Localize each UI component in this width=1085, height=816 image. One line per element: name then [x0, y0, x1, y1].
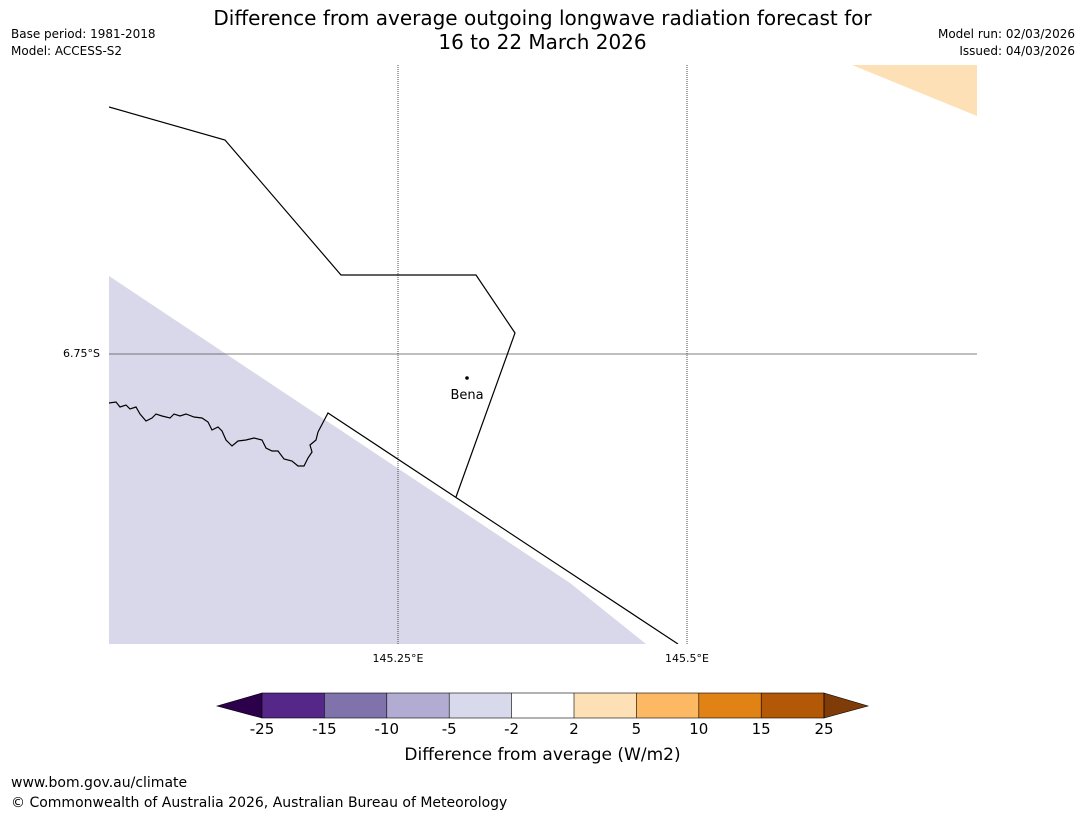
colorbar-bin-5	[511, 693, 574, 718]
model-name: Model: ACCESS-S2	[11, 44, 123, 58]
colorbar-tick: 25	[814, 720, 834, 738]
base-period: Base period: 1981-2018	[11, 27, 156, 41]
colorbar-tick: -2	[504, 720, 520, 738]
colorbar-tick: 5	[631, 720, 642, 738]
colorbar-under-arrow	[215, 692, 263, 719]
issued-date: Issued: 04/03/2026	[959, 44, 1075, 58]
colorbar-bin-2	[324, 693, 387, 718]
colorbar-bin-1	[262, 693, 325, 718]
colorbar-bin-9	[761, 693, 824, 718]
colorbar-tick: -5	[441, 720, 457, 738]
title-line-1: Difference from average outgoing longwav…	[213, 6, 872, 30]
meta-right: Model run: 02/03/2026 Issued: 04/03/2026	[938, 26, 1075, 60]
place-label-bena: Bena	[450, 388, 484, 403]
title-line-2: 16 to 22 March 2026	[438, 30, 647, 54]
colorbar-bin-7	[636, 693, 699, 718]
latitude-label: 6.75°S	[63, 347, 100, 360]
province-boundary-south	[317, 412, 679, 644]
footer-copyright: © Commonwealth of Australia 2026, Austra…	[11, 795, 508, 811]
colorbar-tick: 10	[689, 720, 709, 738]
colorbar	[215, 692, 870, 719]
colorbar-over-arrow	[823, 692, 870, 719]
colorbar-tick: -25	[249, 720, 275, 738]
colorbar-bin-8	[698, 693, 762, 718]
province-boundary	[109, 106, 516, 498]
colorbar-tick: 15	[751, 720, 771, 738]
bena-marker	[465, 376, 469, 380]
colorbar-bin-6	[574, 693, 637, 718]
longitude-label-145-25: 145.25°E	[372, 652, 424, 665]
colorbar-tick: -15	[312, 720, 337, 738]
positive-anomaly-region	[852, 65, 977, 116]
meta-left: Base period: 1981-2018 Model: ACCESS-S2	[11, 26, 156, 60]
model-run: Model run: 02/03/2026	[937, 27, 1075, 41]
longitude-label-145-5: 145.5°E	[665, 652, 709, 665]
negative-anomaly-region	[109, 276, 646, 644]
colorbar-bin-3	[386, 693, 450, 718]
colorbar-title: Difference from average (W/m2)	[404, 745, 681, 765]
map-title: Difference from average outgoing longwav…	[0, 6, 1085, 54]
colorbar-tick: 2	[569, 720, 579, 738]
footer-url[interactable]: www.bom.gov.au/climate	[11, 775, 188, 791]
colorbar-bin-4	[449, 693, 512, 718]
river-line	[109, 401, 319, 467]
colorbar-tick: -10	[374, 720, 400, 738]
